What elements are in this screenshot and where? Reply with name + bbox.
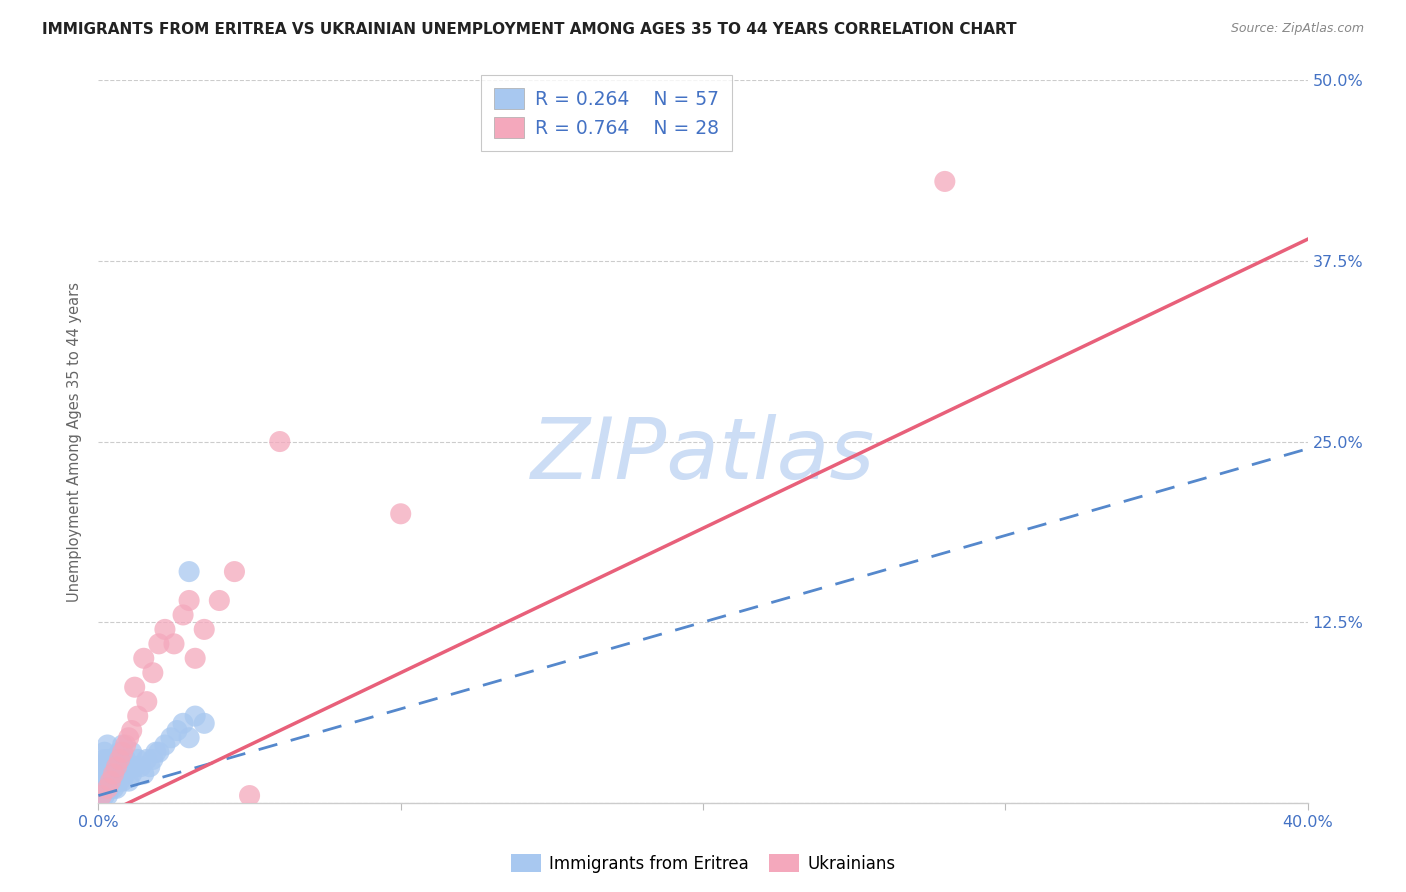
Point: [100, 781, 122, 796]
Point: [100, 752, 122, 766]
Point: [121, 767, 143, 781]
Point: [193, 716, 215, 731]
Point: [108, 745, 131, 759]
Point: [93, 781, 115, 796]
Point: [132, 651, 155, 665]
Y-axis label: Unemployment Among Ages 35 to 44 years: Unemployment Among Ages 35 to 44 years: [67, 282, 83, 601]
Point: [103, 781, 125, 796]
Legend: Immigrants from Eritrea, Ukrainians: Immigrants from Eritrea, Ukrainians: [505, 847, 901, 880]
Point: [124, 680, 146, 694]
Point: [96, 789, 118, 803]
Point: [96, 767, 118, 781]
Text: Source: ZipAtlas.com: Source: ZipAtlas.com: [1230, 22, 1364, 36]
Point: [93, 760, 115, 774]
Point: [179, 565, 201, 579]
Point: [108, 752, 131, 766]
Point: [93, 767, 115, 781]
Point: [179, 593, 201, 607]
Text: ZIPatlas: ZIPatlas: [531, 415, 875, 498]
Point: [93, 789, 115, 803]
Point: [166, 723, 188, 738]
Point: [208, 593, 231, 607]
Point: [389, 507, 412, 521]
Point: [153, 738, 176, 752]
Point: [96, 781, 118, 796]
Point: [193, 623, 215, 637]
Point: [114, 738, 136, 752]
Point: [100, 774, 122, 789]
Point: [184, 651, 207, 665]
Point: [148, 637, 170, 651]
Text: IMMIGRANTS FROM ERITREA VS UKRAINIAN UNEMPLOYMENT AMONG AGES 35 TO 44 YEARS CORR: IMMIGRANTS FROM ERITREA VS UKRAINIAN UNE…: [42, 22, 1017, 37]
Point: [103, 767, 125, 781]
Point: [153, 623, 176, 637]
Point: [127, 709, 149, 723]
Point: [121, 723, 143, 738]
Point: [96, 781, 118, 796]
Point: [100, 767, 122, 781]
Point: [93, 752, 115, 766]
Point: [105, 752, 128, 766]
Point: [172, 607, 194, 622]
Point: [108, 760, 131, 774]
Point: [90, 781, 112, 796]
Point: [90, 789, 112, 803]
Point: [111, 774, 134, 789]
Point: [934, 174, 956, 188]
Point: [114, 767, 136, 781]
Point: [111, 760, 134, 774]
Point: [90, 767, 112, 781]
Point: [111, 745, 134, 759]
Point: [118, 760, 141, 774]
Point: [96, 774, 118, 789]
Point: [172, 716, 194, 731]
Point: [142, 665, 165, 680]
Point: [132, 767, 155, 781]
Point: [96, 752, 118, 766]
Point: [142, 752, 165, 766]
Point: [184, 709, 207, 723]
Point: [121, 745, 143, 759]
Point: [90, 774, 112, 789]
Point: [127, 752, 149, 766]
Point: [105, 781, 128, 796]
Point: [100, 774, 122, 789]
Point: [114, 752, 136, 766]
Point: [90, 789, 112, 803]
Point: [124, 760, 146, 774]
Point: [129, 760, 152, 774]
Point: [96, 738, 118, 752]
Point: [160, 731, 183, 745]
Point: [118, 774, 141, 789]
Point: [224, 565, 246, 579]
Point: [135, 695, 157, 709]
Point: [163, 637, 186, 651]
Point: [135, 752, 157, 766]
Point: [148, 745, 170, 759]
Point: [93, 745, 115, 759]
Point: [239, 789, 262, 803]
Point: [105, 760, 128, 774]
Point: [179, 731, 201, 745]
Point: [118, 731, 141, 745]
Point: [90, 760, 112, 774]
Point: [105, 767, 128, 781]
Point: [103, 752, 125, 766]
Point: [108, 774, 131, 789]
Point: [145, 745, 167, 759]
Point: [139, 760, 162, 774]
Point: [93, 774, 115, 789]
Legend: R = 0.264    N = 57, R = 0.764    N = 28: R = 0.264 N = 57, R = 0.764 N = 28: [481, 75, 733, 151]
Point: [111, 738, 134, 752]
Point: [269, 434, 291, 449]
Point: [103, 767, 125, 781]
